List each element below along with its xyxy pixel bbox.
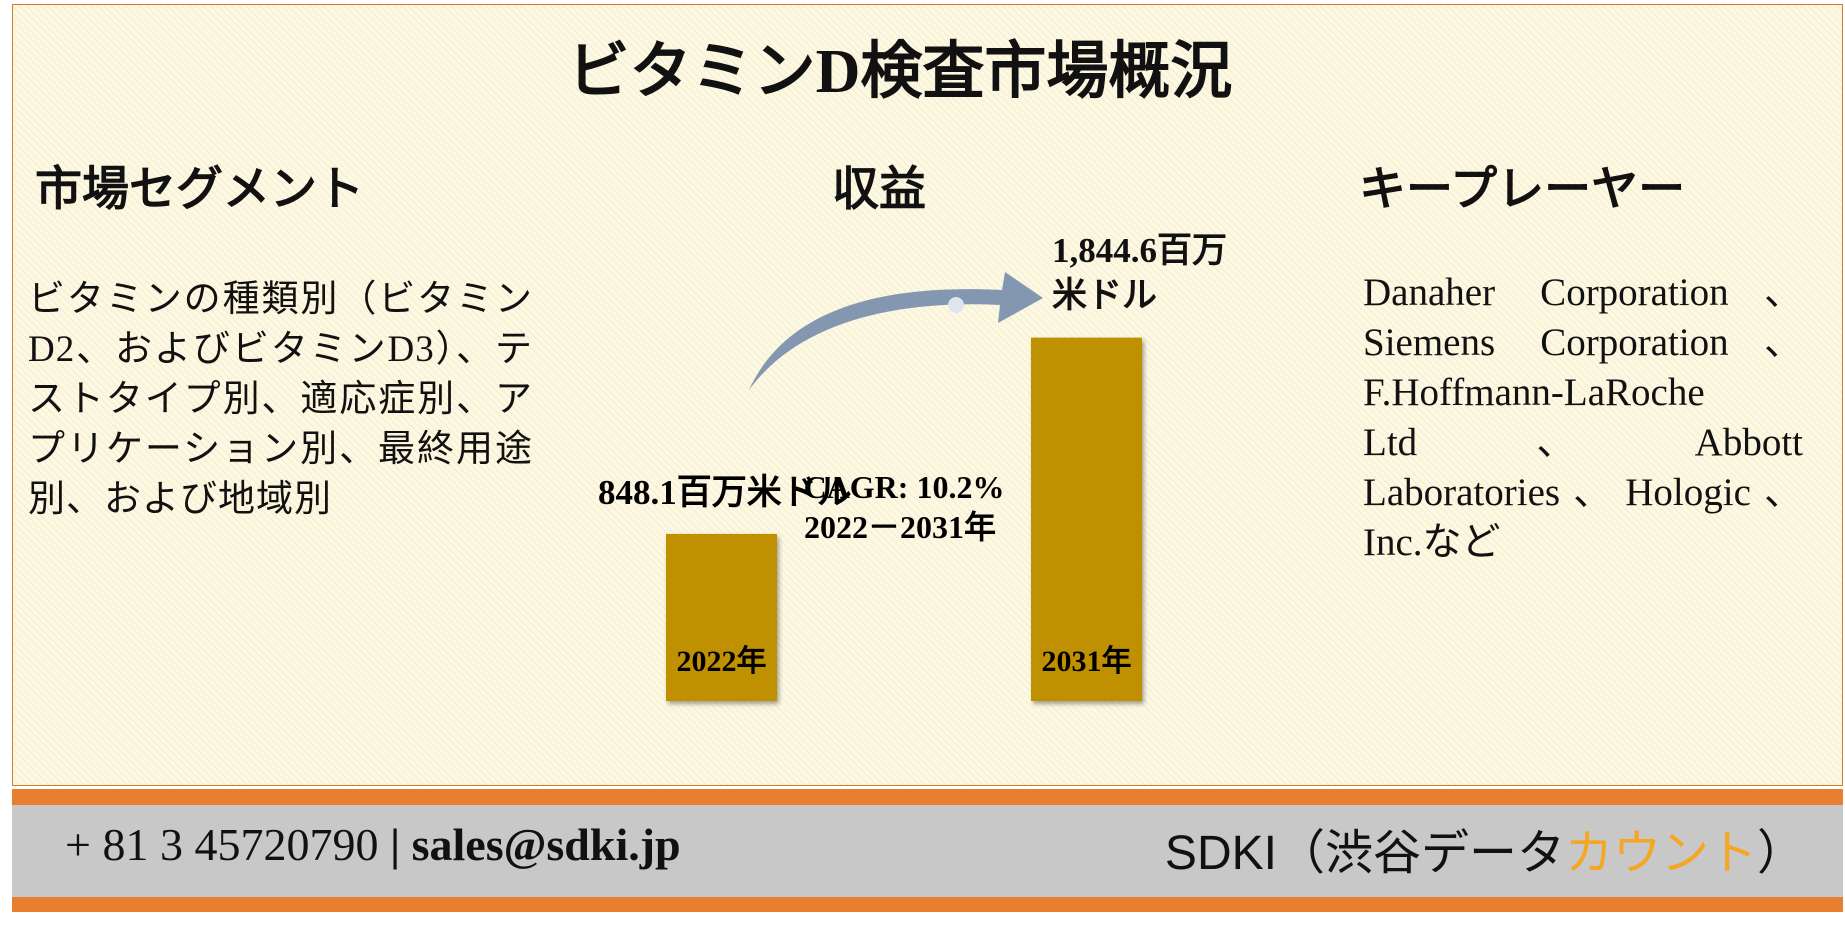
segments-text: ビタミンの種類別（ビタミンD2、およびビタミンD3）、テストタイプ別、適応症別、…	[28, 279, 533, 520]
panel	[12, 4, 1843, 786]
bar-year: 2022年	[677, 645, 767, 678]
value-label-box: 1,844.6百万米ドル	[1052, 230, 1228, 315]
phone: + 81 3 45720790	[65, 819, 379, 870]
bar	[1031, 337, 1142, 701]
players-heading: キープレーヤー	[1359, 164, 1686, 216]
company: SDKI（渋谷データカウント）	[1165, 813, 1805, 883]
company-end: ）	[1756, 827, 1805, 880]
email: sales@sdki.jp	[411, 819, 681, 870]
segments-heading: 市場セグメント	[35, 164, 364, 216]
arrow-dot	[948, 297, 964, 313]
cagr: CAGR: 10.2%	[804, 469, 1005, 505]
bar	[666, 533, 777, 701]
title: ビタミンD検査市場概況	[567, 38, 1233, 106]
company-highlight: カウント	[1564, 827, 1757, 880]
value-label: 1,844.6百万米ドル	[1052, 230, 1228, 315]
contact: + 81 3 45720790 | sales@sdki.jp	[65, 818, 681, 871]
company-name: SDKI（渋谷データ	[1164, 827, 1565, 880]
footer-band	[12, 805, 1843, 897]
bar-year: 2031年	[1042, 645, 1132, 678]
players-text: Danaher Corporation、Siemens Corporation、…	[1363, 271, 1803, 564]
period: 2022－2031年	[804, 509, 996, 545]
separator: |	[389, 819, 401, 870]
revenue-heading: 収益	[832, 164, 926, 216]
growth-arrow	[749, 272, 1043, 390]
footer	[12, 789, 1843, 912]
value-label: 848.1百万米ドル	[598, 473, 852, 512]
